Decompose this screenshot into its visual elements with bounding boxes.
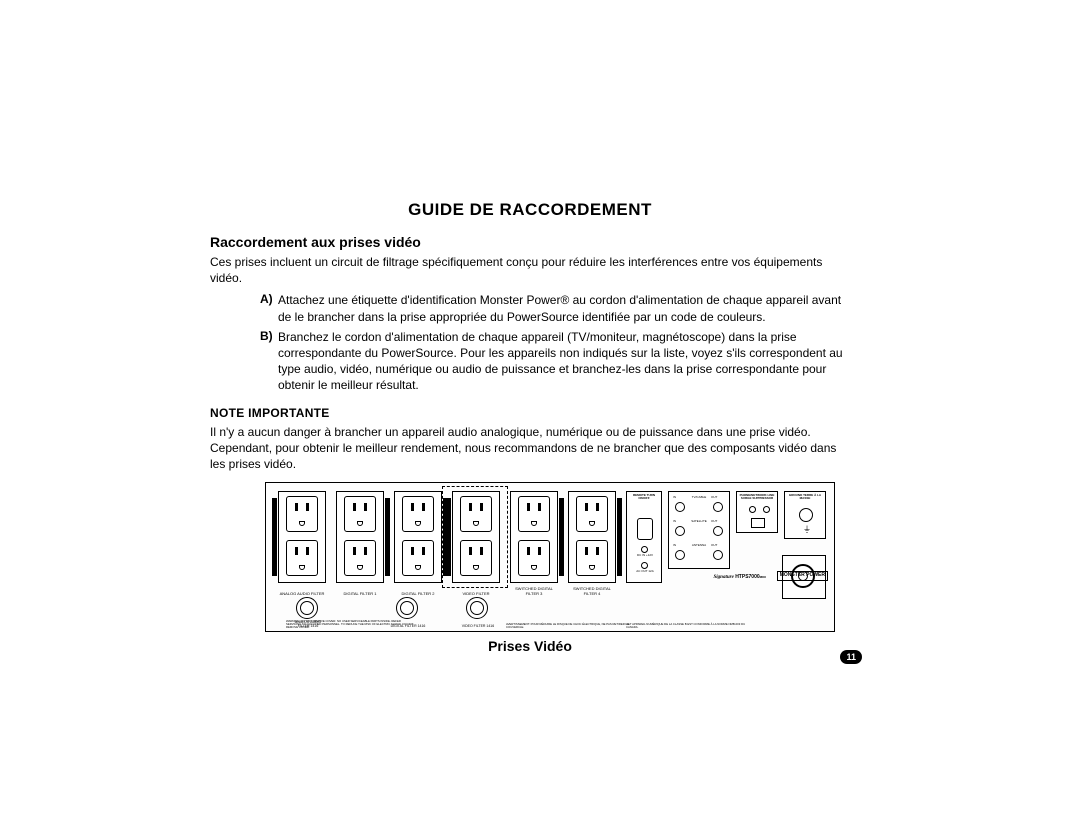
- port-label: IN: [673, 520, 676, 523]
- outlet-group-label: VIDEO FILTER: [453, 592, 499, 596]
- surge-panel: PHONE/NETWORK LINE SURGE SUPPRESSOR: [736, 491, 778, 533]
- page-title: GUIDE DE RACCORDEMENT: [210, 200, 850, 220]
- port-label: IN: [673, 544, 676, 547]
- power-outlet-icon: [286, 540, 318, 576]
- section-subtitle: Raccordement aux prises vidéo: [210, 234, 850, 250]
- port-icon: [641, 546, 648, 553]
- port-label: DC IN +12V: [631, 554, 659, 557]
- power-outlet-icon: [344, 496, 376, 532]
- power-outlet-icon: [402, 540, 434, 576]
- step-letter: B): [260, 329, 278, 394]
- document-page: GUIDE DE RACCORDEMENT Raccordement aux p…: [210, 200, 850, 654]
- diagram-caption: Prises Vidéo: [210, 638, 850, 654]
- filter-knob-icon: [296, 597, 318, 619]
- note-text: Il n'y a aucun danger à brancher un appa…: [210, 424, 850, 473]
- power-outlet-icon: [518, 496, 550, 532]
- panel-label: GROUND TERRE À LA MASSE: [787, 494, 823, 501]
- ground-symbol-icon: ⏚: [803, 526, 811, 535]
- port-icon: [749, 506, 756, 513]
- port-label: SATELLITE: [687, 520, 711, 523]
- coax-port-icon: [675, 550, 685, 560]
- outlet-group-label: DIGITAL FILTER 1: [337, 592, 383, 596]
- step-text: Branchez le cordon d'alimentation de cha…: [278, 329, 850, 394]
- page-number: 11: [840, 650, 862, 664]
- warning-fine-print: CET APPAREIL NUMÉRIQUE DE LA CLASSE B ES…: [626, 623, 756, 629]
- power-outlet-icon: [286, 496, 318, 532]
- coax-port-icon: [713, 502, 723, 512]
- step-text: Attachez une étiquette d'identification …: [278, 292, 850, 324]
- warning-fine-print: WARNING: DO NOT REMOVE COVER. NO USER SE…: [286, 620, 416, 629]
- outlet-group: DIGITAL FILTER 2: [394, 491, 442, 583]
- outlet-group: SWITCHED DIGITAL FILTER 4: [568, 491, 616, 583]
- power-outlet-icon: [576, 496, 608, 532]
- port-label: OUT: [711, 520, 717, 523]
- iec-inlet-icon: [637, 518, 653, 540]
- power-outlet-icon: [576, 540, 608, 576]
- port-label: ANTENNA: [687, 544, 711, 547]
- panel-label: PHONE/NETWORK LINE SURGE SUPPRESSOR: [739, 494, 775, 501]
- io-panel: INOUTTV/CABLEINOUTSATELLITEINOUTANTENNA: [668, 491, 730, 569]
- port-label: TV/CABLE: [687, 496, 711, 499]
- outlet-group: SWITCHED DIGITAL FILTER 3: [510, 491, 558, 583]
- outlet-group-label: DIGITAL FILTER 2: [395, 592, 441, 596]
- power-outlet-icon: [518, 540, 550, 576]
- coax-port-icon: [713, 526, 723, 536]
- coax-port-icon: [713, 550, 723, 560]
- outlet-group-label: SWITCHED DIGITAL FILTER 4: [569, 587, 615, 596]
- coax-port-icon: [675, 502, 685, 512]
- ground-panel: GROUND TERRE À LA MASSE ⏚: [784, 491, 826, 539]
- label-strip: [617, 498, 622, 576]
- step-letter: A): [260, 292, 278, 324]
- label-strip: [559, 498, 564, 576]
- highlight-box: [442, 486, 508, 588]
- step-b: B) Branchez le cordon d'alimentation de …: [210, 329, 850, 394]
- filter-knob-icon: [466, 597, 488, 619]
- outlet-group-label: SWITCHED DIGITAL FILTER 3: [511, 587, 557, 596]
- port-label: OUT: [711, 544, 717, 547]
- outlet-group-label: ANALOG AUDIO FILTER: [279, 592, 325, 596]
- model-label: Signature HTPS7000MKII: [714, 575, 767, 581]
- rear-panel-diagram: ANALOG AUDIO FILTERDIGITAL FILTER 1DIGIT…: [265, 482, 835, 632]
- port-label: OUT: [711, 496, 717, 499]
- outlet-group: ANALOG AUDIO FILTER: [278, 491, 326, 583]
- note-heading: NOTE IMPORTANTE: [210, 406, 850, 420]
- filter-knob-icon: [396, 597, 418, 619]
- rj-port-icon: [751, 518, 765, 528]
- knob-label: VIDEO FILTER 1416: [460, 625, 496, 629]
- warning-fine-print: AVERTISSEMENT: POUR RÉDUIRE LE RISQUE DE…: [506, 623, 636, 629]
- port-icon: [641, 562, 648, 569]
- brand-logo: MONSTER POWER: [777, 571, 828, 581]
- ground-terminal-icon: [799, 508, 813, 522]
- label-strip: [385, 498, 390, 576]
- port-label: AC OUT 12A: [631, 570, 659, 573]
- outlet-group: DIGITAL FILTER 1: [336, 491, 384, 583]
- port-label: IN: [673, 496, 676, 499]
- label-strip: [272, 498, 277, 576]
- remote-panel: REMOTE TURN ON/OFF DC IN +12V AC OUT 12A: [626, 491, 662, 583]
- port-icon: [763, 506, 770, 513]
- step-a: A) Attachez une étiquette d'identificati…: [210, 292, 850, 324]
- power-outlet-icon: [344, 540, 376, 576]
- power-outlet-icon: [402, 496, 434, 532]
- coax-port-icon: [675, 526, 685, 536]
- panel-label: REMOTE TURN ON/OFF: [629, 494, 659, 501]
- intro-paragraph: Ces prises incluent un circuit de filtra…: [210, 254, 850, 286]
